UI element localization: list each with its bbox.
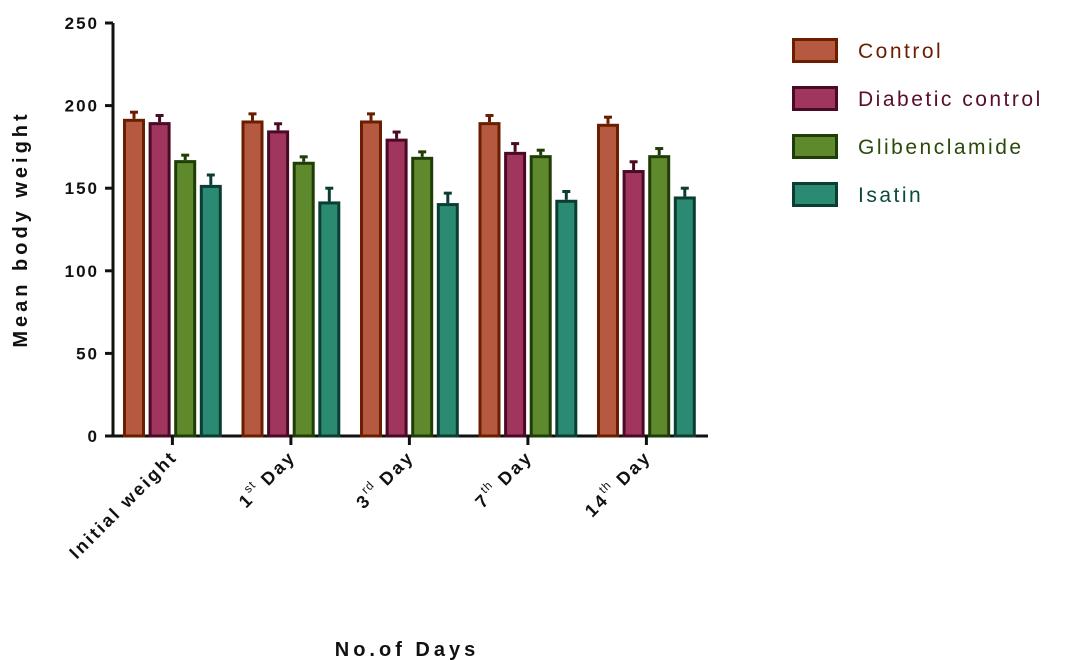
y-tick-label: 0 [88,427,99,446]
y-tick-label: 50 [76,344,99,363]
bar [478,122,501,438]
y-axis-title-group: Mean body weight [10,110,32,347]
bar [673,196,696,438]
bar [622,170,645,438]
y-tick-label: 150 [65,179,99,198]
x-tick-label: Initial weight [65,447,181,563]
bar [385,138,408,438]
bar [411,156,434,438]
bar [123,118,145,438]
legend-swatch [792,38,838,63]
x-tick-label: 3rd Day [349,444,418,513]
y-tick-label: 200 [65,97,99,116]
bar [292,161,315,438]
bar [241,120,264,438]
bar [148,122,171,438]
legend-swatch [792,134,838,159]
bar [360,120,382,438]
bar [529,155,552,438]
bar [504,151,527,438]
bar [174,160,197,438]
bars [123,110,696,438]
legend-label: Glibenclamide [858,136,1024,159]
legend-swatch [792,182,838,207]
x-tick-label: 7th Day [468,444,536,512]
legend-label: Control [858,40,943,63]
bar [555,199,578,438]
legend-label: Isatin [858,184,923,207]
y-tick-label: 100 [65,262,99,281]
legend-swatch [792,86,838,111]
y-tick-label: 250 [65,14,99,33]
legend: Control Diabetic control Glibenclamide Isat… [792,38,1043,207]
bar [199,184,222,438]
bar [436,203,459,438]
x-tick-label: 14th Day [578,444,655,521]
legend-label: Diabetic control [858,88,1043,111]
bar [318,201,341,438]
bar [267,130,290,438]
bar [648,155,671,438]
x-axis-title-group: No.of Days [335,639,479,661]
x-axis-title: No.of Days [335,639,479,661]
y-axis-title: Mean body weight [10,110,32,347]
category-labels: Initial weight 1st Day 3rd Day 7th Day 14th … [65,444,655,563]
bar [597,123,619,438]
x-tick-label: 1st Day [232,444,300,512]
